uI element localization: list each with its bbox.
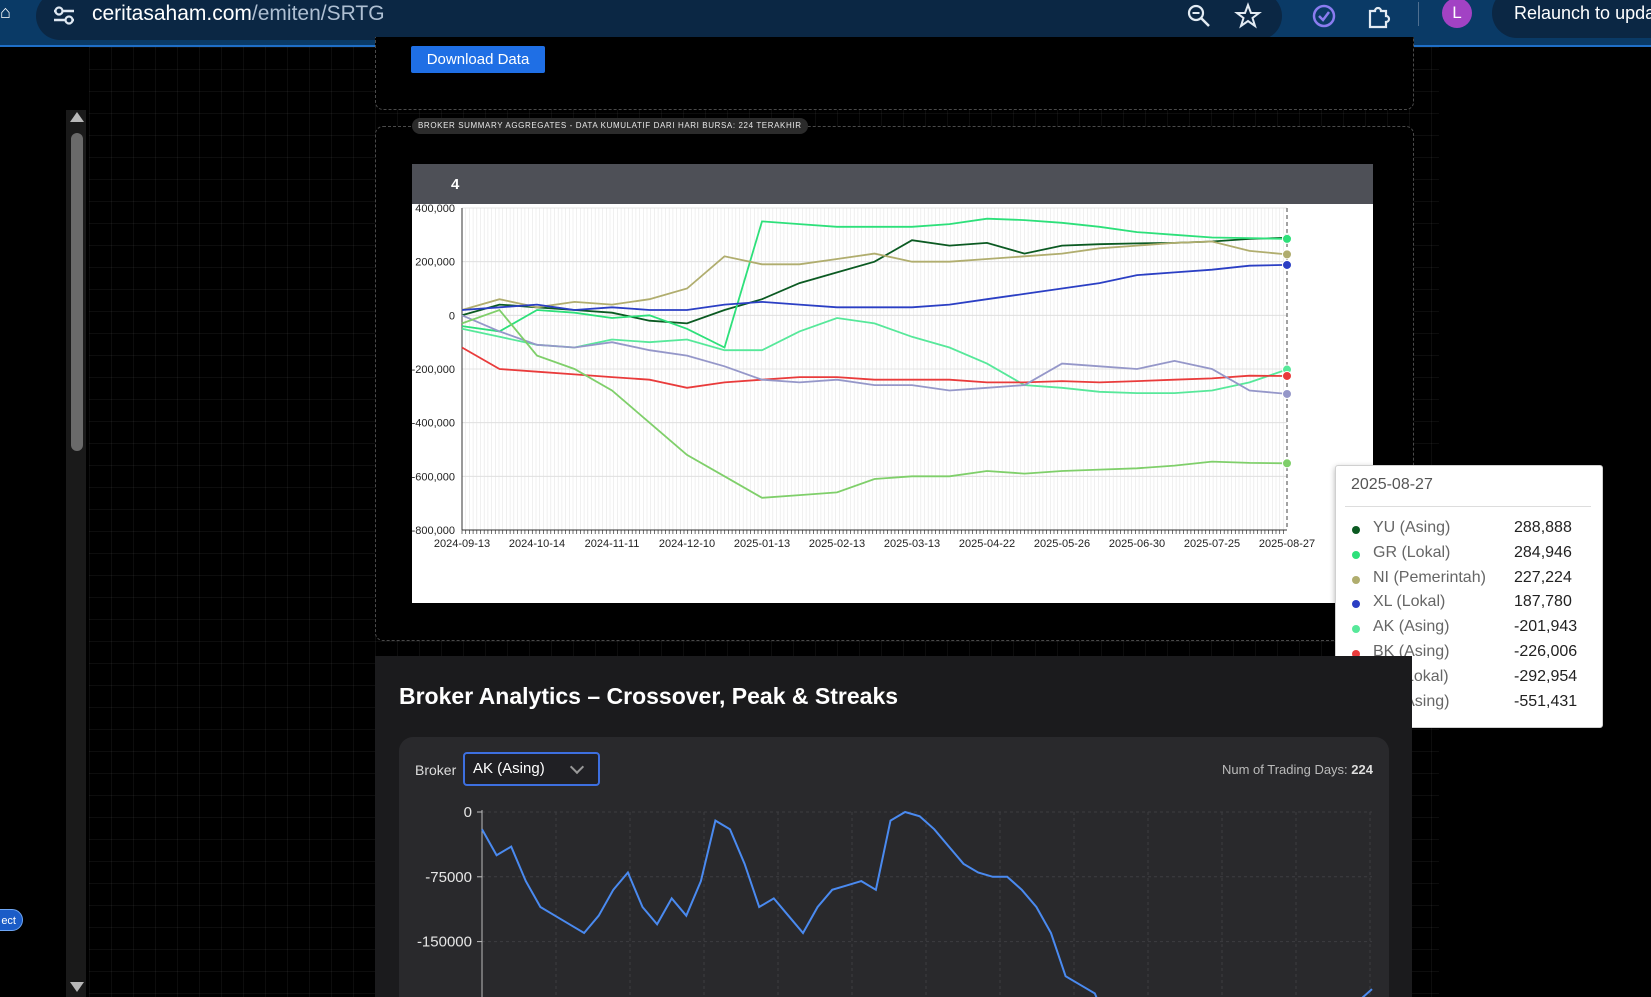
tooltip-series-name: BK (Asing)	[1373, 643, 1450, 660]
tooltip-series-name: YU (Asing)	[1373, 519, 1451, 536]
tooltip-series-value: -292,954	[1514, 667, 1578, 685]
y-tick-label: -150000	[417, 934, 472, 951]
connect-button[interactable]: ect	[0, 909, 23, 931]
series-endpoint	[1282, 388, 1292, 399]
tooltip-row: AK (Asing) -201,943	[1352, 618, 1592, 640]
chart-header-number: 4	[451, 176, 460, 193]
legend-dot-icon	[1352, 526, 1360, 534]
y-tick-label: 400,000	[415, 204, 455, 215]
tooltip-row: BK (Asing) -226,006	[1352, 643, 1592, 665]
tooltip-series-value: 187,780	[1514, 593, 1572, 611]
x-tick-label: 2025-01-13	[734, 538, 790, 550]
x-tick-label: 2025-06-30	[1109, 538, 1165, 550]
zoom-icon[interactable]	[1185, 2, 1213, 30]
tooltip-row: GR (Lokal) 284,946	[1352, 544, 1592, 566]
x-tick-label: 2025-03-13	[884, 538, 940, 550]
tooltip-series-value: -226,006	[1514, 643, 1578, 660]
chart-header	[412, 164, 1373, 204]
url-path: /emiten/SRTG	[251, 2, 385, 25]
series-line	[461, 264, 1288, 311]
broker-summary-label: BROKER SUMMARY AGGREGATES - DATA KUMULAT…	[412, 118, 808, 134]
x-tick-label: 2024-10-14	[509, 538, 565, 550]
broker-analytics-title: Broker Analytics – Crossover, Peak & Str…	[399, 683, 899, 709]
series-line	[461, 317, 1288, 395]
trading-days-value: 224	[1351, 762, 1373, 777]
home-icon[interactable]: ⌂	[0, 2, 11, 22]
tooltip-series-value: 284,946	[1514, 543, 1572, 561]
series-line	[461, 308, 1288, 499]
series-endpoint	[1282, 249, 1292, 260]
toolbar-separator	[1418, 2, 1419, 26]
series-endpoint	[1282, 233, 1292, 244]
x-tick-label: 2025-08-27	[1259, 538, 1315, 550]
series-endpoint	[1282, 259, 1292, 270]
x-tick-label: 2025-05-26	[1034, 538, 1090, 550]
tooltip-row: NI (Pemerintah) 227,224	[1352, 569, 1592, 591]
y-tick-label: -75000	[425, 869, 472, 886]
y-tick-label: -200,000	[412, 364, 455, 376]
legend-dot-icon	[1352, 550, 1360, 559]
broker-select-label: Broker	[415, 762, 457, 778]
y-tick-label: 200,000	[415, 257, 455, 269]
tooltip-series-name: NI (Pemerintah)	[1373, 568, 1486, 586]
y-tick-label: 0	[464, 804, 472, 821]
tooltip-series-name: GR (Lokal)	[1373, 543, 1451, 561]
tooltip-series-value: 227,224	[1514, 568, 1572, 586]
x-tick-label: 2025-04-22	[959, 538, 1015, 550]
x-tick-label: 2025-07-25	[1184, 538, 1240, 550]
scroll-up-arrow-icon[interactable]	[70, 112, 84, 122]
trading-days-info: Num of Trading Days: 224	[1100, 762, 1373, 777]
series-line	[461, 240, 1288, 311]
scrollbar-thumb[interactable]	[71, 133, 83, 451]
relaunch-button[interactable]: Relaunch to upda	[1492, 0, 1651, 38]
broker-analytics-chart[interactable]: 0-75000-150000-225000	[399, 795, 1389, 997]
legend-dot-icon	[1352, 650, 1360, 658]
series-line	[461, 314, 1288, 395]
trading-days-label: Num of Trading Days:	[1221, 762, 1348, 777]
series-line	[461, 236, 1288, 325]
tooltip-series-value: 288,888	[1514, 519, 1572, 536]
y-tick-label: -600,000	[412, 471, 455, 483]
legend-dot-icon	[1352, 600, 1360, 609]
y-tick-label: -400,000	[412, 418, 455, 430]
y-tick-label: 0	[449, 310, 455, 322]
tooltip-series-name: AK (Asing)	[1373, 618, 1450, 636]
download-card	[375, 37, 1414, 110]
legend-dot-icon	[1352, 625, 1360, 634]
series-endpoint	[1282, 458, 1292, 469]
broker-summary-chart[interactable]: 400,000 200,000 0 -200,000 -400,000 -600,000 -…	[412, 204, 1373, 603]
url-host: ceritasaham.com	[92, 2, 252, 25]
series-line	[481, 810, 1373, 997]
download-data-button[interactable]: Download Data	[411, 46, 545, 73]
series-endpoint	[1282, 370, 1292, 381]
tooltip-row: YU (Asing) 288,888	[1352, 519, 1592, 541]
tooltip-row: XL (Lokal) 187,780	[1352, 593, 1592, 615]
tooltip-date: 2025-08-27	[1351, 476, 1433, 493]
url-text[interactable]: ceritasaham.com/emiten/SRTG	[92, 2, 385, 26]
broker-summary-chart-svg[interactable]: 400,000 200,000 0 -200,000 -400,000 -600,000 -…	[412, 204, 1373, 603]
extensions-puzzle-icon[interactable]	[1365, 2, 1393, 30]
broker-select[interactable]: AK (Asing)	[463, 752, 600, 786]
tooltip-series-name: XL (Lokal)	[1373, 593, 1446, 611]
tooltip-divider	[1345, 506, 1591, 507]
series-line	[461, 217, 1288, 349]
series-line	[461, 346, 1288, 389]
profile-avatar[interactable]: L	[1442, 0, 1472, 28]
y-tick-label: -800,000	[412, 525, 455, 537]
legend-dot-icon	[1352, 575, 1360, 584]
address-bar[interactable]	[36, 0, 1282, 40]
site-settings-icon[interactable]	[50, 3, 78, 27]
tooltip-series-value: -551,431	[1514, 692, 1578, 710]
x-tick-label: 2025-02-13	[809, 538, 865, 550]
x-tick-label: 2024-12-10	[659, 538, 715, 550]
x-tick-label: 2024-09-13	[434, 538, 490, 550]
tooltip-series-value: -201,943	[1514, 618, 1578, 636]
bookmark-star-icon[interactable]	[1234, 2, 1262, 30]
scroll-down-arrow-icon[interactable]	[70, 982, 84, 992]
x-tick-label: 2024-11-11	[585, 538, 640, 550]
extension-check-icon[interactable]	[1310, 2, 1338, 30]
